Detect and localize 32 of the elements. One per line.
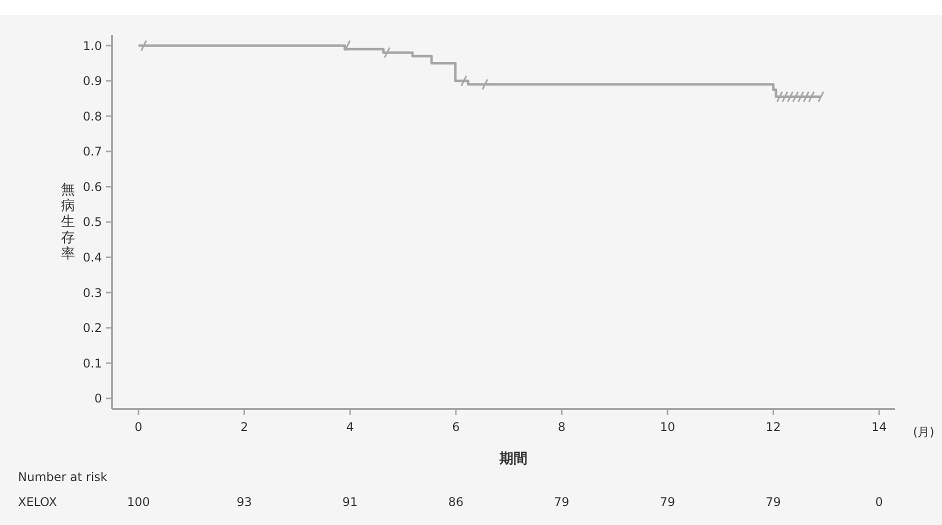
y-tick-label: 0.1	[82, 356, 102, 370]
text: XELOX	[18, 495, 57, 509]
y-tick-label: 1.0	[82, 38, 102, 53]
x-tick-label: 10	[660, 420, 676, 434]
y-tick-label: 0.7	[82, 144, 102, 159]
x-axis-title: 期間	[498, 451, 528, 467]
text: 79	[660, 495, 676, 509]
x-tick-label: 6	[452, 420, 460, 434]
text: 86	[448, 495, 464, 509]
x-tick-label: 12	[766, 420, 781, 434]
x-tick-label: 2	[240, 420, 248, 434]
text: 79	[766, 495, 781, 509]
y-tick-label: 0.5	[82, 215, 102, 230]
y-tick-label: 0.2	[82, 321, 102, 336]
y-tick-label: 0.3	[82, 286, 102, 300]
text: Number at risk	[18, 470, 108, 484]
x-tick-label: 8	[558, 420, 566, 434]
y-tick-label: 0.8	[82, 109, 102, 124]
x-tick-label: 4	[346, 420, 354, 434]
y-tick-label: 0.4	[82, 250, 102, 264]
text: (月)	[913, 425, 934, 439]
text: 93	[236, 495, 252, 509]
y-tick-label: 0	[94, 392, 102, 406]
text: 79	[554, 495, 570, 509]
y-tick-label: 0.6	[82, 180, 102, 194]
y-axis-title: 無病生存率	[61, 182, 75, 262]
text: 0	[875, 495, 883, 509]
text: 100	[127, 495, 150, 509]
x-tick-label: 14	[871, 420, 887, 434]
y-tick-label: 0.9	[82, 74, 102, 88]
text: 91	[342, 495, 358, 509]
x-tick-label: 0	[134, 420, 142, 434]
